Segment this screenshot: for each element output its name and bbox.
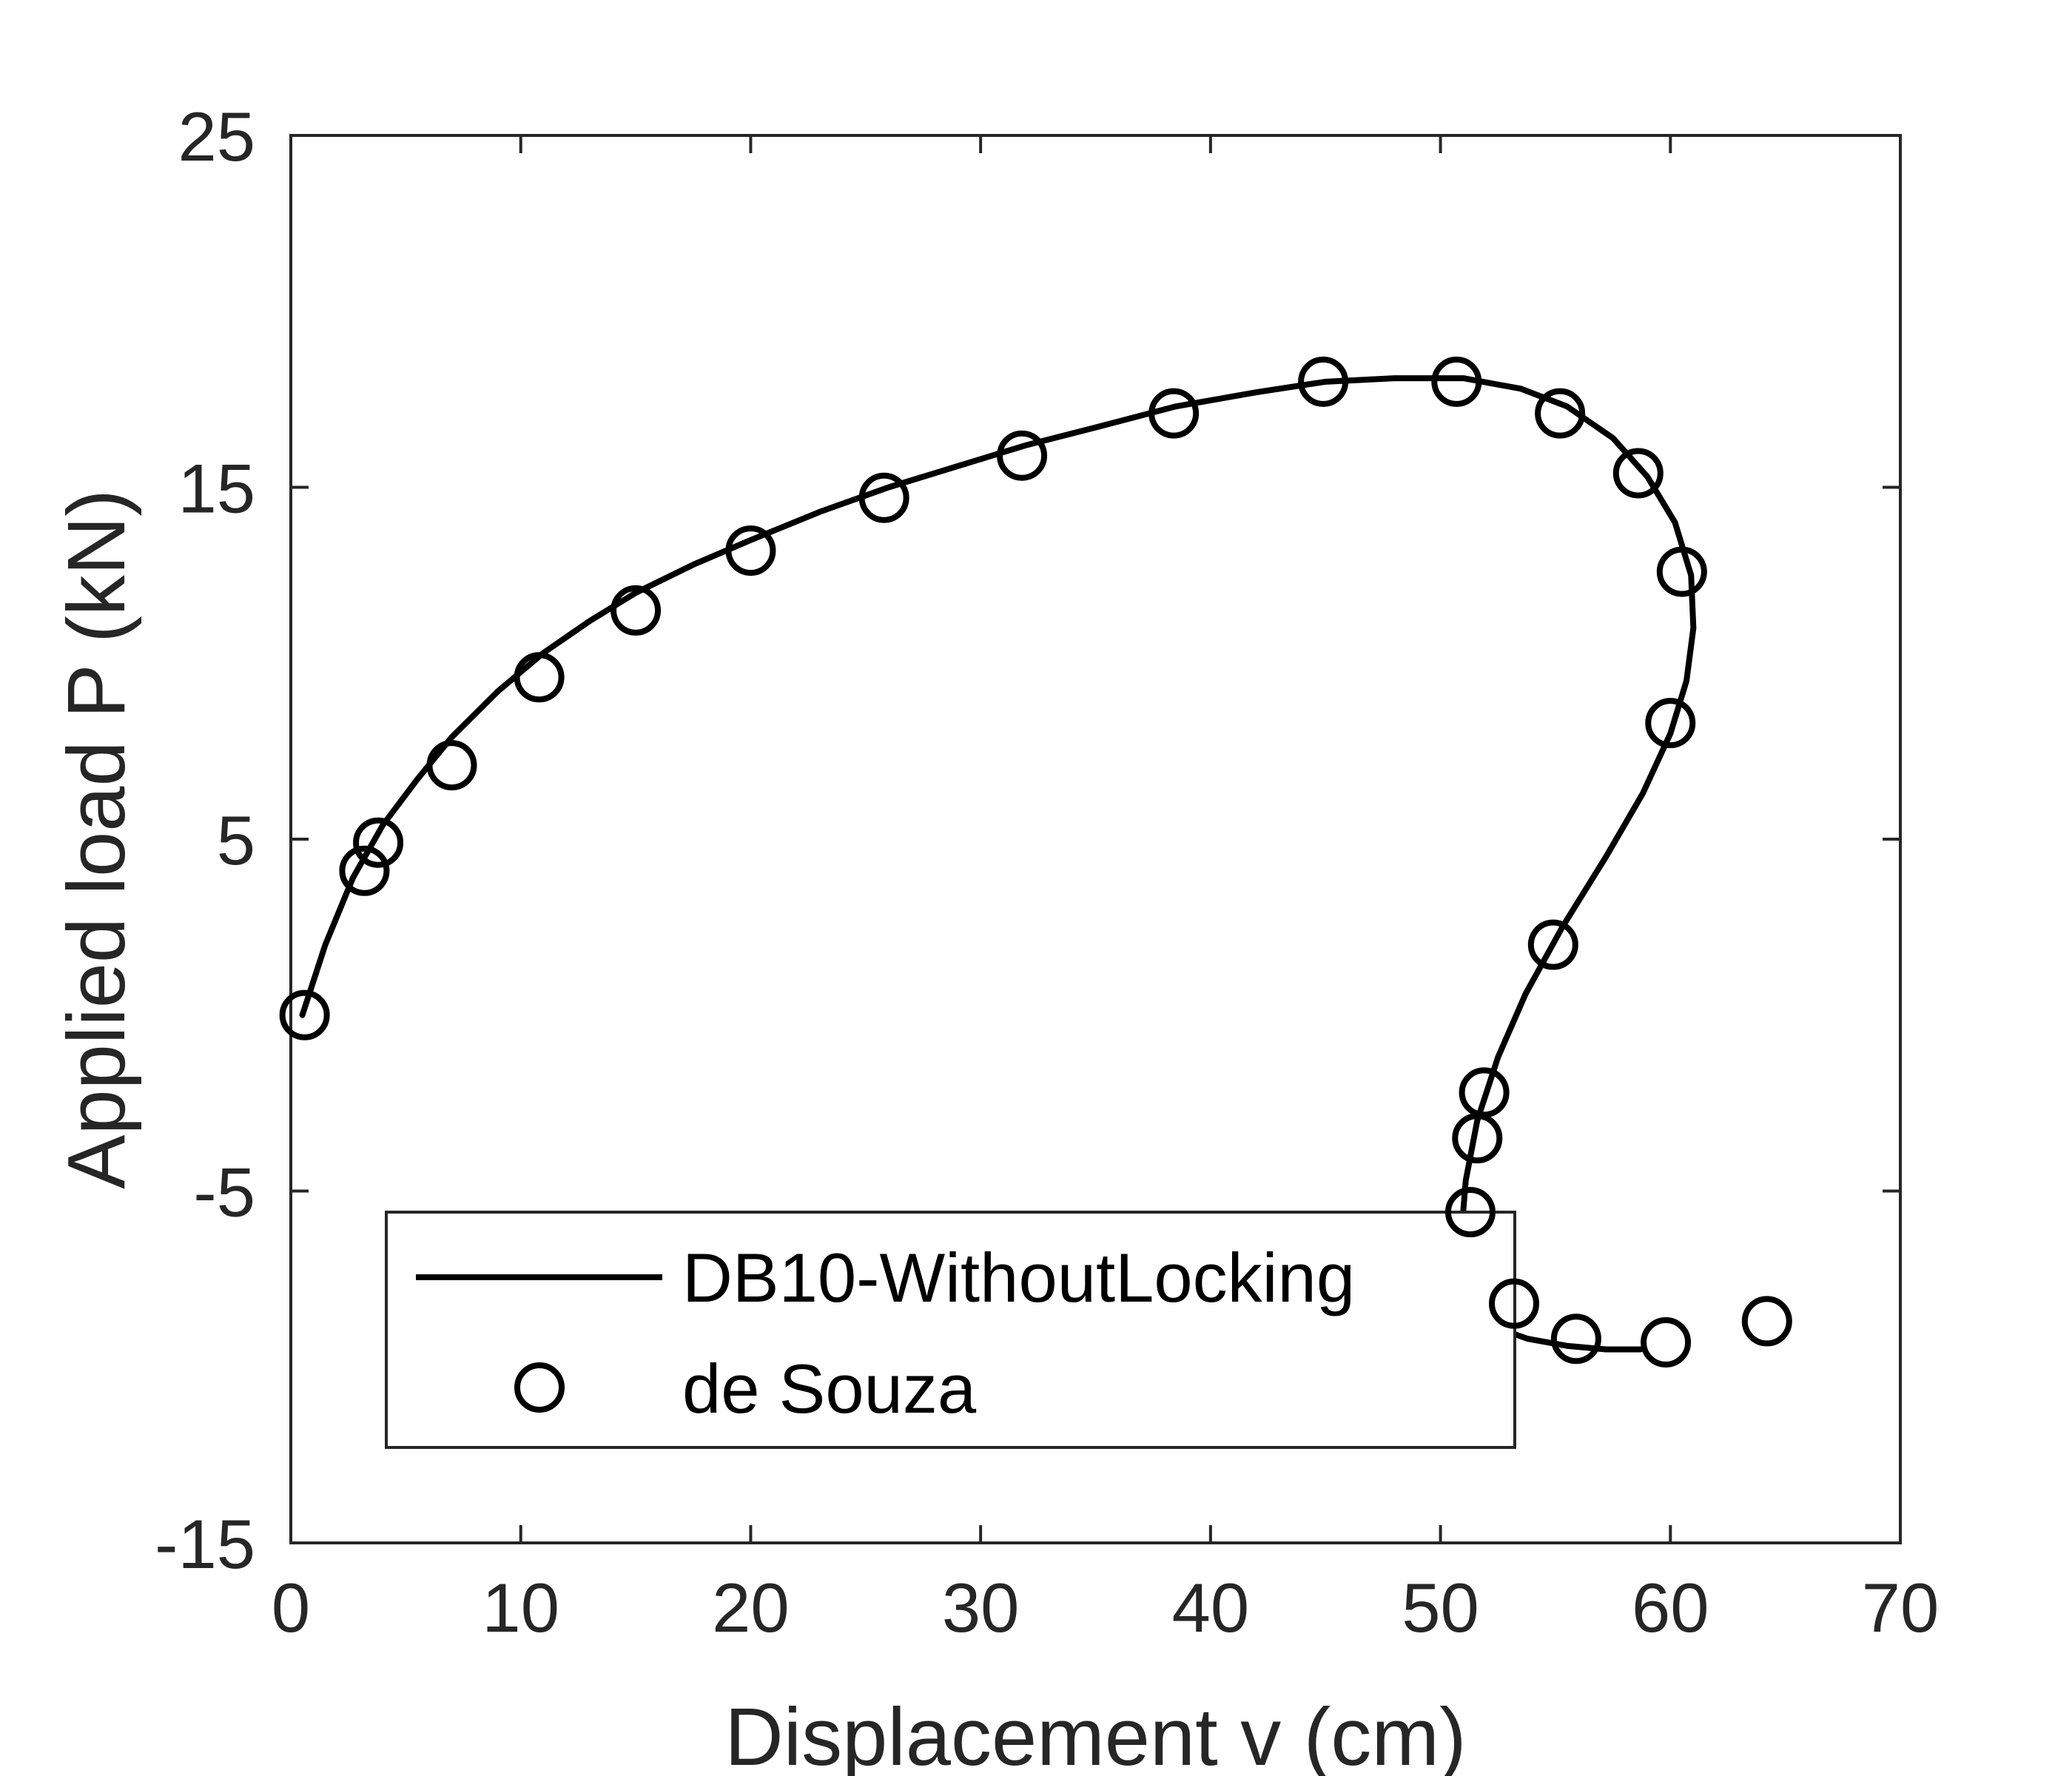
y-tick-label: 15 xyxy=(178,450,255,528)
data-point-de-souza xyxy=(514,652,565,703)
legend-label-line-series: DB10-WithoutLocking xyxy=(682,1239,1355,1316)
data-point-de-souza xyxy=(610,585,662,636)
data-point-de-souza xyxy=(1452,1113,1503,1164)
data-point-de-souza xyxy=(997,430,1048,481)
data-point-de-souza xyxy=(1741,1296,1792,1347)
y-tick-label: -15 xyxy=(155,1505,255,1583)
x-tick-label: 40 xyxy=(1172,1569,1250,1646)
data-point-de-souza xyxy=(725,525,776,576)
data-point-de-souza xyxy=(1645,698,1696,749)
data-point-de-souza xyxy=(426,740,477,791)
x-tick-label: 50 xyxy=(1402,1569,1479,1646)
data-point-de-souza xyxy=(1641,1316,1692,1368)
data-point-de-souza xyxy=(1444,1187,1496,1238)
x-tick-label: 60 xyxy=(1632,1569,1709,1646)
data-point-de-souza xyxy=(858,472,909,523)
x-axis-title: Displacement v (cm) xyxy=(724,1692,1466,1776)
marker-series-layer xyxy=(279,356,1792,1368)
data-point-de-souza xyxy=(1656,546,1707,597)
legend-box xyxy=(385,1211,1516,1449)
data-point-de-souza xyxy=(1431,356,1482,407)
y-tick-label: 25 xyxy=(178,98,255,175)
x-tick-label: 10 xyxy=(482,1569,559,1646)
data-point-de-souza xyxy=(1550,1314,1601,1365)
data-point-de-souza xyxy=(1489,1278,1539,1329)
x-tick-label: 0 xyxy=(272,1569,310,1646)
y-tick-label: 5 xyxy=(217,801,255,879)
data-point-de-souza xyxy=(279,989,330,1040)
x-tick-label: 70 xyxy=(1862,1569,1940,1646)
legend-marker-swatch xyxy=(514,1362,565,1413)
data-point-de-souza xyxy=(1535,388,1586,439)
data-point-de-souza xyxy=(1527,919,1578,970)
x-tick-label: 30 xyxy=(942,1569,1020,1646)
x-tick-label: 20 xyxy=(712,1569,790,1646)
data-point-de-souza xyxy=(1612,448,1664,499)
data-point-de-souza xyxy=(353,817,404,868)
data-point-de-souza xyxy=(1148,388,1200,439)
y-tick-label: -5 xyxy=(193,1154,255,1231)
axis-ticks: 0 10 20 30 40 50 60 70 -15 -5 5 15 25 xyxy=(155,98,1939,1646)
legend-label-marker-series: de Souza xyxy=(682,1350,977,1427)
data-point-de-souza xyxy=(1298,356,1349,407)
data-point-de-souza xyxy=(339,845,390,896)
legend: DB10-WithoutLocking de Souza xyxy=(385,1211,1516,1449)
y-axis-title: Applied load P (kN) xyxy=(51,489,142,1189)
